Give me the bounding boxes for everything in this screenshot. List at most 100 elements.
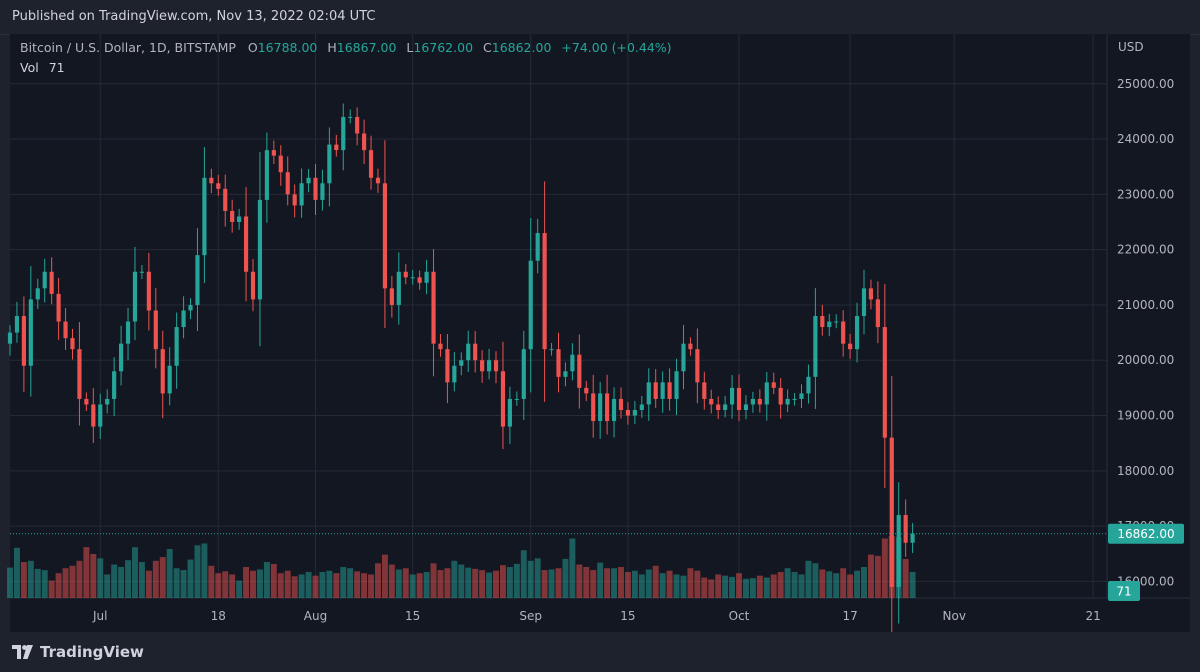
- last-price-label: 16862.00: [1117, 527, 1174, 541]
- candle-body: [570, 354, 575, 372]
- candle-body: [806, 376, 811, 394]
- brand-text: TradingView: [40, 643, 144, 661]
- volume-bar: [861, 567, 867, 598]
- volume-bar: [520, 550, 527, 598]
- volume-bar: [881, 538, 888, 598]
- candle-body: [438, 343, 443, 350]
- candle-body: [771, 382, 776, 388]
- volume-bar: [791, 571, 798, 598]
- candle-body: [591, 393, 596, 422]
- volume-bar: [673, 574, 680, 598]
- volume-bar: [229, 574, 236, 598]
- candle-body: [799, 393, 804, 399]
- candle-body: [605, 393, 610, 422]
- candle-body: [542, 233, 547, 350]
- candle-body: [598, 393, 603, 422]
- volume-bar: [250, 570, 256, 598]
- y-tick-label: 19000.00: [1117, 409, 1174, 423]
- candle-body: [403, 271, 408, 278]
- candle-body: [334, 144, 339, 151]
- volume-bar: [645, 569, 652, 598]
- candle-body: [729, 387, 735, 405]
- volume-bar: [680, 575, 687, 598]
- candle-body: [181, 310, 186, 328]
- x-tick-label: Aug: [304, 609, 327, 623]
- candle-body: [264, 150, 269, 200]
- volume-bar: [159, 557, 166, 598]
- candle-body: [327, 144, 332, 184]
- volume-bar: [187, 559, 194, 598]
- volume-bar: [194, 545, 201, 598]
- candle-body: [480, 360, 485, 372]
- volume-bar: [666, 570, 673, 598]
- volume-bar: [368, 574, 375, 598]
- candle-body: [785, 398, 790, 405]
- volume-bar: [611, 568, 618, 598]
- volume-bar: [284, 570, 291, 598]
- volume-bar: [729, 576, 736, 598]
- candle-body: [896, 515, 901, 587]
- volume-bar: [215, 573, 222, 598]
- volume-bar: [312, 575, 319, 598]
- volume-bar: [534, 558, 541, 598]
- volume-bar: [812, 563, 819, 598]
- volume-bar: [569, 538, 576, 598]
- chart-panel[interactable]: [10, 34, 1190, 632]
- volume-bar: [375, 563, 381, 598]
- volume-bar: [486, 572, 493, 598]
- y-tick-label: 20000.00: [1117, 353, 1174, 367]
- legend-open-label: O: [247, 40, 258, 55]
- volume-bar: [638, 574, 645, 598]
- y-tick-label: 21000.00: [1117, 298, 1174, 312]
- candle-body: [382, 183, 388, 289]
- volume-bar: [583, 567, 590, 598]
- volume-bar: [395, 569, 402, 598]
- candle-body: [125, 321, 131, 344]
- volume-bar: [256, 569, 263, 598]
- legend-low-label: L: [406, 40, 414, 55]
- candle-body: [202, 177, 207, 256]
- volume-bar: [909, 571, 916, 598]
- candle-body: [903, 515, 908, 543]
- volume-bar: [173, 568, 180, 598]
- volume-bar: [506, 567, 513, 598]
- volume-bar: [7, 567, 13, 598]
- candle-body: [368, 150, 374, 178]
- legend-low: 16762.00: [413, 40, 474, 55]
- candle-body: [848, 343, 853, 350]
- volume-legend: Vol 71: [20, 60, 65, 75]
- candle-body: [868, 288, 874, 300]
- legend-close: 16862.00: [491, 40, 552, 55]
- volume-bar: [180, 570, 187, 598]
- candle-body: [320, 183, 325, 200]
- tradingview-brand[interactable]: TradingView: [12, 643, 144, 661]
- legend-high: 16867.00: [336, 40, 397, 55]
- candle-body: [56, 293, 61, 322]
- footer-bar: TradingView: [0, 632, 1200, 672]
- volume-bar: [48, 580, 55, 598]
- legend-close-label: C: [483, 40, 492, 55]
- candle-body: [473, 343, 478, 361]
- volume-bar: [562, 558, 569, 598]
- candle-body: [167, 365, 172, 394]
- volume-bar: [687, 568, 694, 598]
- candle-body: [355, 116, 360, 134]
- y-tick-label: 23000.00: [1117, 187, 1174, 201]
- volume-bar: [76, 560, 83, 598]
- volume-bar: [319, 571, 326, 598]
- candle-body: [611, 398, 617, 422]
- candle-body: [466, 343, 471, 361]
- candle-body: [841, 321, 846, 344]
- volume-bar: [13, 547, 20, 598]
- candle-body: [445, 349, 450, 383]
- y-tick-label: 18000.00: [1117, 464, 1174, 478]
- candle-body: [417, 277, 422, 283]
- candle-body: [743, 404, 749, 410]
- volume-bar: [874, 555, 881, 598]
- candle-body: [757, 398, 762, 405]
- candle-body: [112, 371, 117, 399]
- candle-body: [750, 398, 755, 405]
- volume-bar: [333, 573, 340, 598]
- candle-body: [486, 360, 492, 372]
